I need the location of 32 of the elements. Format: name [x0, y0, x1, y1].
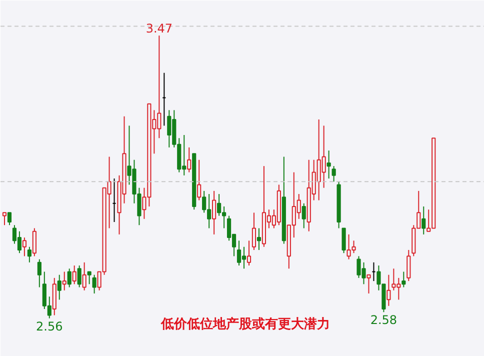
candlestick	[326, 150, 331, 179]
candlestick	[7, 212, 12, 226]
candlestick	[422, 206, 426, 235]
candlestick	[197, 159, 202, 201]
candlestick	[246, 240, 252, 266]
candlestick	[402, 271, 406, 288]
candlestick	[57, 274, 62, 300]
candlestick	[386, 274, 391, 306]
annotation: 2.56	[36, 319, 63, 334]
text: 低价低位地产股或有更大潜力	[160, 316, 330, 332]
candlestick	[212, 190, 216, 235]
candlestick	[77, 265, 82, 288]
candlestick	[67, 268, 72, 288]
candlestick	[27, 246, 32, 263]
candlestick	[62, 271, 66, 291]
candlestick	[332, 166, 336, 182]
candlestick	[37, 258, 42, 288]
candlestick	[342, 228, 346, 254]
candlestick	[406, 249, 411, 282]
candlestick	[32, 228, 36, 257]
candlestick	[72, 265, 76, 285]
candlestick	[302, 202, 306, 229]
annotation: 3.47	[146, 22, 173, 36]
candlestick	[187, 146, 192, 173]
candlestick	[87, 271, 92, 285]
candlestick	[366, 274, 371, 294]
candlestick	[82, 262, 86, 291]
candlestick	[256, 228, 262, 250]
candlestick	[22, 237, 26, 257]
candlestick	[252, 212, 256, 250]
annotation: 2.58	[370, 313, 398, 328]
candlestick	[92, 274, 96, 294]
